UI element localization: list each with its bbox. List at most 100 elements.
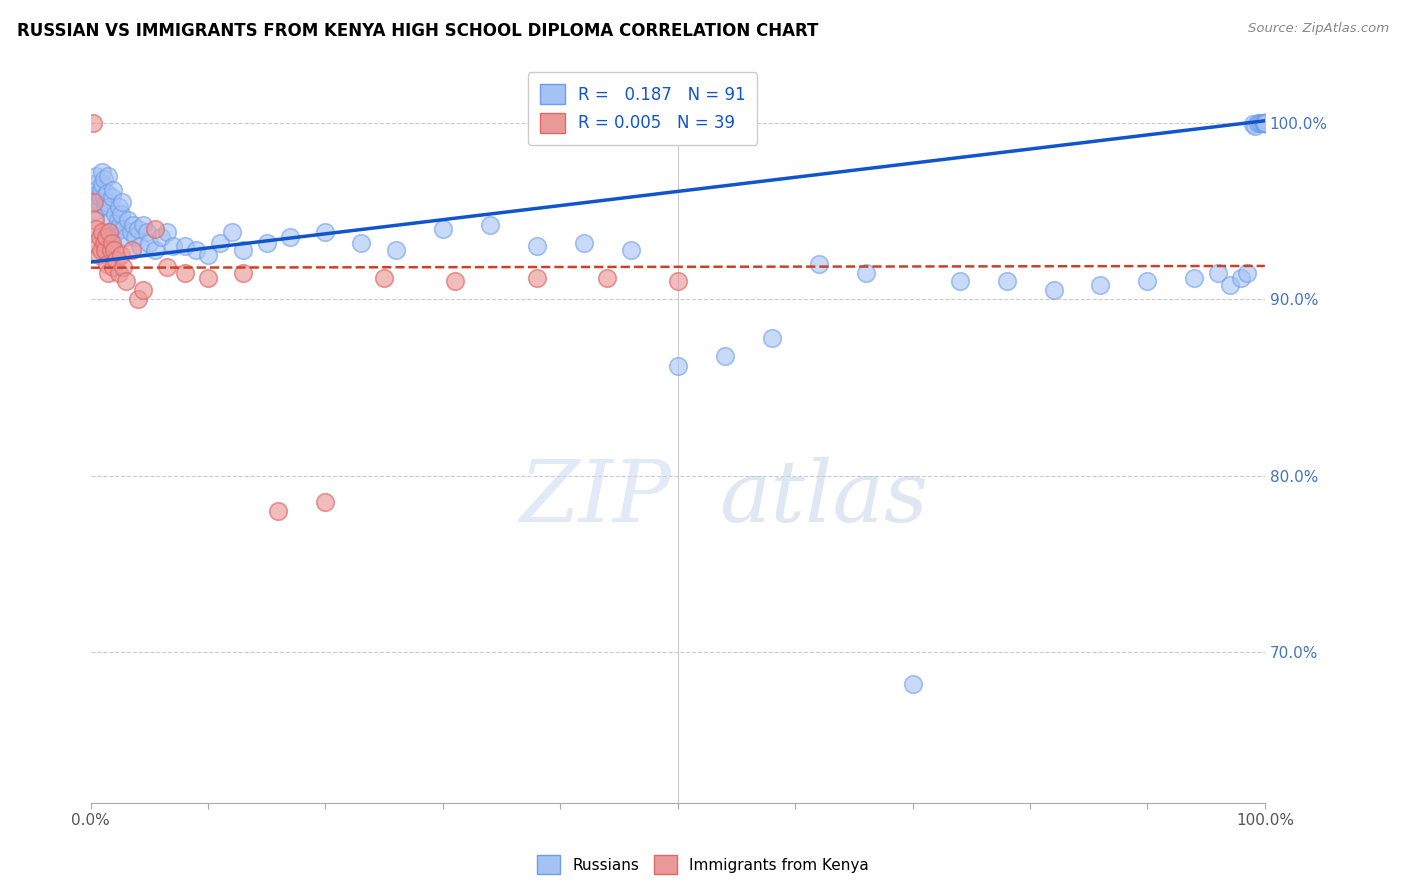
Point	[150, 230, 173, 244]
Point	[127, 221, 149, 235]
Point	[100, 190, 122, 204]
Point	[596, 271, 619, 285]
Text: Source: ZipAtlas.com: Source: ZipAtlas.com	[1249, 22, 1389, 36]
Point	[350, 235, 373, 250]
Point	[1254, 115, 1277, 129]
Point	[1254, 115, 1277, 129]
Text: ZIP: ZIP	[519, 457, 671, 540]
Point	[94, 230, 117, 244]
Point	[138, 235, 160, 250]
Point	[89, 190, 111, 204]
Point	[87, 194, 110, 209]
Point	[91, 225, 114, 239]
Point	[84, 203, 107, 218]
Point	[112, 260, 135, 275]
Point	[115, 230, 138, 244]
Point	[91, 165, 114, 179]
Point	[186, 243, 208, 257]
Point	[385, 243, 408, 257]
Point	[1244, 119, 1267, 133]
Point	[572, 235, 595, 250]
Point	[1219, 278, 1241, 293]
Point	[713, 349, 735, 363]
Point	[87, 248, 110, 262]
Point	[221, 225, 243, 239]
Point	[83, 194, 105, 209]
Point	[111, 194, 134, 209]
Point	[132, 218, 155, 232]
Point	[855, 266, 877, 280]
Point	[90, 243, 112, 257]
Point	[108, 218, 131, 232]
Point	[478, 218, 501, 232]
Point	[373, 271, 395, 285]
Point	[97, 169, 120, 183]
Point	[173, 266, 195, 280]
Point	[1253, 115, 1275, 129]
Point	[526, 239, 548, 253]
Point	[100, 235, 122, 250]
Point	[93, 235, 115, 250]
Point	[93, 243, 115, 257]
Point	[93, 200, 115, 214]
Point	[314, 225, 336, 239]
Point	[129, 239, 152, 253]
Point	[105, 253, 128, 268]
Point	[232, 266, 254, 280]
Point	[1253, 115, 1275, 129]
Point	[86, 221, 108, 235]
Point	[89, 230, 111, 244]
Point	[1136, 275, 1159, 289]
Point	[100, 243, 122, 257]
Point	[232, 243, 254, 257]
Point	[143, 243, 166, 257]
Point	[1184, 271, 1206, 285]
Point	[666, 275, 689, 289]
Point	[432, 221, 454, 235]
Point	[1206, 266, 1229, 280]
Point	[86, 239, 108, 253]
Point	[98, 200, 121, 214]
Point	[104, 207, 127, 221]
Point	[105, 225, 128, 239]
Point	[143, 221, 166, 235]
Point	[132, 283, 155, 297]
Point	[1254, 115, 1277, 129]
Point	[1254, 115, 1277, 129]
Point	[620, 243, 643, 257]
Point	[96, 257, 118, 271]
Point	[103, 243, 125, 257]
Point	[1241, 117, 1264, 131]
Point	[666, 359, 689, 374]
Point	[110, 207, 132, 221]
Point	[314, 495, 336, 509]
Legend: Russians, Immigrants from Kenya: Russians, Immigrants from Kenya	[531, 849, 875, 880]
Point	[83, 178, 105, 192]
Point	[101, 183, 124, 197]
Point	[107, 266, 129, 280]
Point	[110, 248, 132, 262]
Point	[278, 230, 301, 244]
Point	[948, 275, 970, 289]
Point	[761, 331, 783, 345]
Point	[86, 186, 108, 201]
Point	[94, 194, 117, 209]
Point	[208, 235, 231, 250]
Point	[901, 677, 924, 691]
Point	[1090, 278, 1112, 293]
Point	[107, 212, 129, 227]
Point	[526, 271, 548, 285]
Point	[84, 212, 107, 227]
Point	[156, 225, 179, 239]
Point	[156, 260, 179, 275]
Point	[1250, 115, 1272, 129]
Point	[97, 266, 120, 280]
Point	[112, 221, 135, 235]
Point	[122, 218, 145, 232]
Point	[1249, 115, 1271, 129]
Point	[82, 115, 104, 129]
Point	[127, 292, 149, 306]
Point	[1254, 115, 1277, 129]
Point	[1042, 283, 1064, 297]
Point	[807, 257, 830, 271]
